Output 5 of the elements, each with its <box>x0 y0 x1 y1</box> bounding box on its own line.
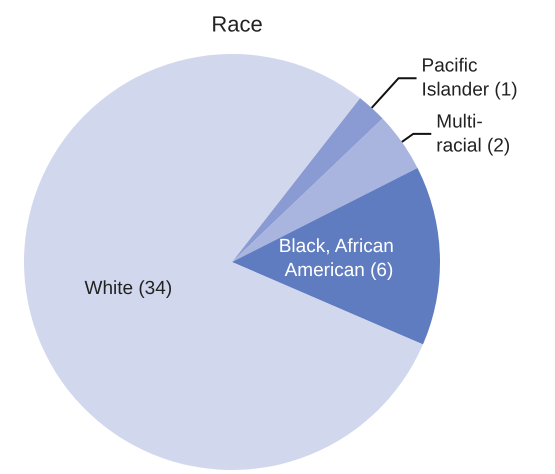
chart-title: Race <box>211 12 263 36</box>
slice-label: White (34) <box>84 278 172 299</box>
slice-label: Multi-racial (2) <box>436 111 510 156</box>
slice-label: Black, African American (6) <box>278 236 400 282</box>
slice-label: Pacific Islander (1) <box>422 56 518 101</box>
